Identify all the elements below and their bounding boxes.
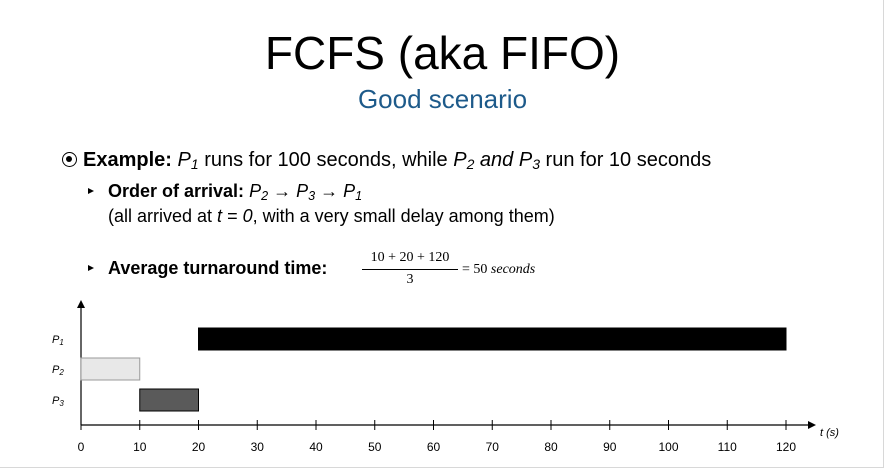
example-label: Example: <box>83 149 172 171</box>
process-p3-sub: 3 <box>532 156 540 172</box>
order-label: Order of arrival: <box>108 181 245 201</box>
x-tick-label: 80 <box>544 440 558 454</box>
formula-result-value: = 50 <box>462 262 491 277</box>
gantt-bar <box>139 388 199 412</box>
gantt-bar <box>198 327 787 351</box>
formula-numerator: 10 + 20 + 120 <box>370 250 450 265</box>
order-p2: P <box>249 181 262 201</box>
y-axis-arrow-icon <box>77 300 85 308</box>
turnaround-bullet: Average turnaround time: <box>88 256 327 280</box>
order-arrow-1: → <box>268 181 297 201</box>
process-p2: P <box>453 149 467 171</box>
order-p3: P <box>296 181 309 201</box>
order-arrow-2: → <box>315 181 344 201</box>
example-text-a: runs for 100 seconds, while <box>198 149 454 171</box>
process-p1-sub: 1 <box>190 156 199 172</box>
x-tick-label: 50 <box>368 440 382 454</box>
x-axis-label: t (s) <box>820 427 839 439</box>
x-axis-arrow-icon <box>808 421 816 429</box>
turnaround-label: Average turnaround time: <box>108 258 328 278</box>
order-p1: P <box>343 181 356 201</box>
x-tick-label: 60 <box>427 440 441 454</box>
triangle-bullet-icon <box>88 265 94 271</box>
slide-title: FCFS (aka FIFO) <box>264 27 621 79</box>
x-tick-label: 40 <box>309 440 323 454</box>
formula-result: = 50 seconds <box>462 262 535 278</box>
x-tick-label: 0 <box>78 440 85 454</box>
x-tick-label: 120 <box>776 440 796 454</box>
order-note-zero: 0 <box>242 206 253 226</box>
x-tick-label: 110 <box>718 440 737 454</box>
x-tick-label: 20 <box>192 440 206 454</box>
order-note-c: , with a very small delay among them) <box>252 206 555 226</box>
formula-unit: seconds <box>490 262 536 277</box>
triangle-bullet-icon <box>88 188 94 194</box>
slide-subtitle: Good scenario <box>357 84 528 114</box>
formula-fraction-bar <box>362 269 458 270</box>
order-note-b: = <box>222 206 243 226</box>
example-and: and <box>474 149 519 171</box>
process-p1: P <box>177 149 191 171</box>
order-note: (all arrived at t = 0, with a very small… <box>108 204 555 228</box>
x-tick-label: 30 <box>251 440 265 454</box>
formula-denominator: 3 <box>406 272 414 287</box>
order-bullet: Order of arrival: P2 → P3 → P1 <box>88 179 362 208</box>
example-bullet: Example: P1 runs for 100 seconds, while … <box>62 146 711 178</box>
order-p2-sub: 2 <box>261 189 269 203</box>
row-label: P2 <box>52 364 64 377</box>
row-label: P1 <box>52 334 64 347</box>
x-tick-label: 90 <box>603 440 617 454</box>
x-tick-label: 100 <box>658 440 678 454</box>
radio-bullet-icon <box>62 152 77 167</box>
order-p1-sub: 1 <box>355 189 363 203</box>
process-p2-sub: 2 <box>466 156 475 172</box>
order-note-a: (all arrived at <box>108 206 218 226</box>
order-p3-sub: 3 <box>308 189 316 203</box>
order-note-t: t <box>217 206 223 226</box>
process-p3: P <box>518 149 533 171</box>
gantt-bar <box>80 357 141 381</box>
row-label: P3 <box>52 395 64 408</box>
x-tick-label: 70 <box>486 440 500 454</box>
x-tick-label: 10 <box>133 440 147 454</box>
example-text-b: run for 10 seconds <box>540 149 712 171</box>
